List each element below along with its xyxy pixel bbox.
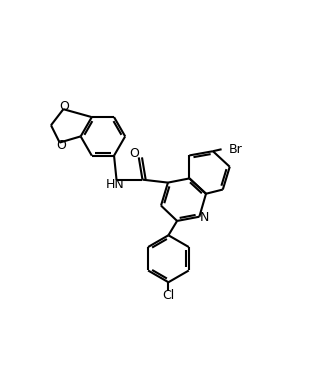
- Text: N: N: [200, 211, 210, 225]
- Text: Br: Br: [228, 143, 242, 156]
- Text: O: O: [130, 147, 139, 160]
- Text: O: O: [56, 139, 66, 152]
- Text: Cl: Cl: [162, 289, 174, 302]
- Text: O: O: [60, 100, 70, 113]
- Text: HN: HN: [106, 177, 125, 191]
